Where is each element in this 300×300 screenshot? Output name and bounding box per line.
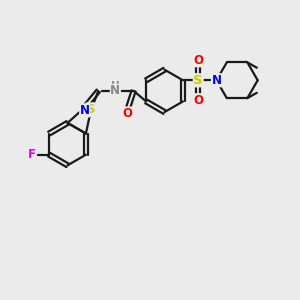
Text: N: N	[212, 74, 221, 87]
Text: O: O	[193, 94, 203, 107]
Text: F: F	[28, 148, 35, 161]
Text: N: N	[110, 84, 120, 98]
Text: N: N	[80, 104, 90, 117]
Text: O: O	[123, 107, 133, 120]
Text: S: S	[194, 74, 203, 87]
Text: H: H	[111, 81, 120, 91]
Text: O: O	[193, 54, 203, 67]
Text: S: S	[86, 103, 95, 116]
